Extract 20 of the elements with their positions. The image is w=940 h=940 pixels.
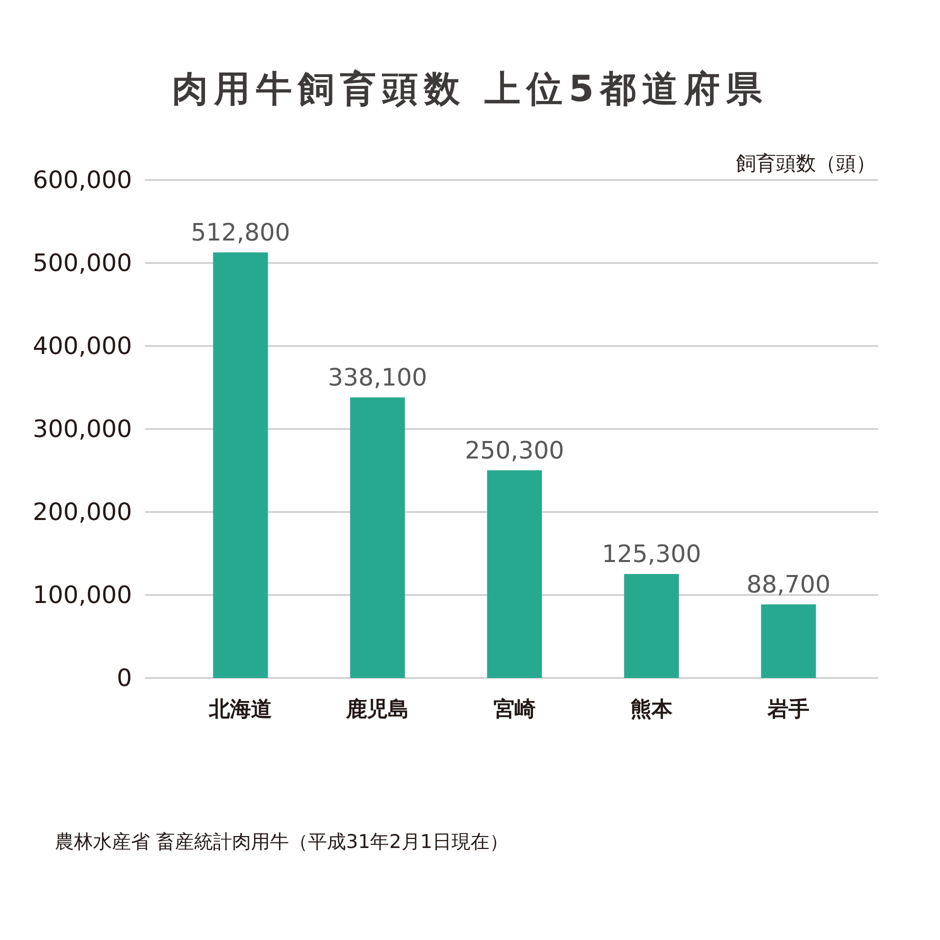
y-tick-label: 0 (116, 664, 132, 692)
y-tick-label: 400,000 (32, 332, 132, 360)
x-tick-label: 鹿児島 (345, 697, 409, 721)
y-tick-label: 500,000 (32, 249, 132, 277)
y-tick-label: 100,000 (32, 581, 132, 609)
data-label: 250,300 (464, 436, 564, 464)
x-tick-label: 宮崎 (494, 697, 536, 721)
data-label: 338,100 (328, 363, 428, 392)
x-tick-label: 熊本 (630, 697, 674, 721)
y-tick-label: 200,000 (32, 498, 132, 526)
y-axis-title: 飼育頭数（頭） (736, 151, 876, 175)
y-tick-label: 300,000 (32, 415, 132, 443)
data-label: 88,700 (746, 570, 830, 598)
data-label: 125,300 (602, 540, 702, 568)
x-tick-label: 北海道 (208, 697, 272, 721)
x-tick-label: 岩手 (766, 697, 810, 721)
y-tick-label: 600,000 (32, 166, 132, 194)
chart-title: 肉用牛飼育頭数 上位5都道府県 (172, 69, 768, 110)
text: 農林水産省 畜産統計肉用牛（平成31年2月1日現在） (55, 831, 508, 853)
data-label: 512,800 (190, 218, 290, 246)
